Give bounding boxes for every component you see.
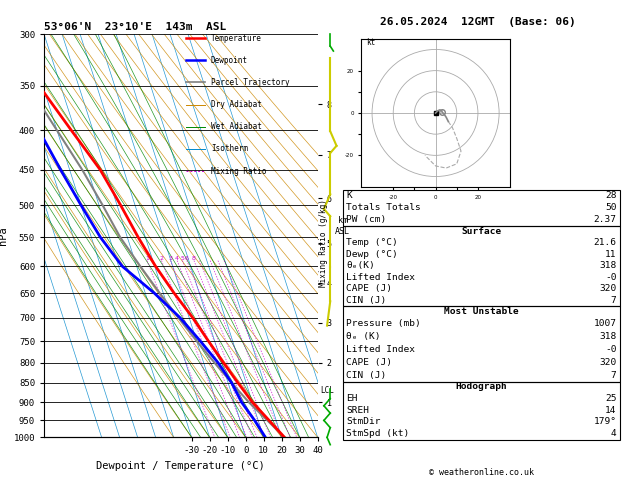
Text: 53°06'N  23°10'E  143m  ASL: 53°06'N 23°10'E 143m ASL (44, 22, 226, 32)
Text: θₑ(K): θₑ(K) (346, 261, 375, 270)
Text: Temperature: Temperature (211, 34, 262, 43)
Text: 1: 1 (145, 256, 149, 260)
Text: EH: EH (346, 394, 357, 403)
Text: K: K (346, 191, 352, 200)
Text: © weatheronline.co.uk: © weatheronline.co.uk (429, 468, 533, 477)
Text: 7: 7 (611, 370, 616, 380)
Text: Temp (°C): Temp (°C) (346, 238, 398, 247)
Text: 8: 8 (192, 256, 196, 260)
Text: Lifted Index: Lifted Index (346, 273, 415, 282)
Text: Isotherm: Isotherm (211, 144, 248, 154)
Text: 5: 5 (181, 256, 184, 260)
Text: -0: -0 (605, 345, 616, 354)
Text: 6: 6 (185, 256, 189, 260)
Text: 318: 318 (599, 332, 616, 341)
Text: 3: 3 (169, 256, 172, 260)
Text: CAPE (J): CAPE (J) (346, 358, 392, 366)
Text: CIN (J): CIN (J) (346, 296, 386, 305)
Text: 1007: 1007 (593, 319, 616, 328)
Text: Dewp (°C): Dewp (°C) (346, 249, 398, 259)
Y-axis label: hPa: hPa (0, 226, 8, 245)
Text: CAPE (J): CAPE (J) (346, 284, 392, 294)
Text: Totals Totals: Totals Totals (346, 203, 421, 212)
Text: Dry Adiabat: Dry Adiabat (211, 100, 262, 109)
Text: 50: 50 (605, 203, 616, 212)
X-axis label: Dewpoint / Temperature (°C): Dewpoint / Temperature (°C) (96, 461, 265, 471)
Y-axis label: km
ASL: km ASL (335, 216, 350, 236)
Text: Surface: Surface (461, 227, 501, 236)
Text: Most Unstable: Most Unstable (444, 307, 518, 316)
Text: -0: -0 (605, 273, 616, 282)
Text: θₑ (K): θₑ (K) (346, 332, 381, 341)
Text: 7: 7 (611, 296, 616, 305)
Text: Parcel Trajectory: Parcel Trajectory (211, 78, 289, 87)
Text: 320: 320 (599, 284, 616, 294)
Text: 21.6: 21.6 (593, 238, 616, 247)
Text: 2: 2 (160, 256, 164, 260)
Text: StmDir: StmDir (346, 417, 381, 427)
Text: 318: 318 (599, 261, 616, 270)
Text: 320: 320 (599, 358, 616, 366)
Text: 28: 28 (605, 191, 616, 200)
Text: Mixing Ratio: Mixing Ratio (211, 167, 267, 175)
Text: Wet Adiabat: Wet Adiabat (211, 122, 262, 131)
Text: SREH: SREH (346, 405, 369, 415)
Text: Lifted Index: Lifted Index (346, 345, 415, 354)
Text: 4: 4 (611, 429, 616, 438)
Text: 2.37: 2.37 (593, 215, 616, 225)
Text: 26.05.2024  12GMT  (Base: 06): 26.05.2024 12GMT (Base: 06) (380, 17, 576, 27)
Text: 25: 25 (605, 394, 616, 403)
Text: 179°: 179° (593, 417, 616, 427)
Text: PW (cm): PW (cm) (346, 215, 386, 225)
Text: CIN (J): CIN (J) (346, 370, 386, 380)
Text: StmSpd (kt): StmSpd (kt) (346, 429, 409, 438)
Text: 4: 4 (175, 256, 179, 260)
Text: 14: 14 (605, 405, 616, 415)
Text: Mixing Ratio (g/kg): Mixing Ratio (g/kg) (320, 199, 328, 287)
Text: Hodograph: Hodograph (455, 382, 507, 391)
Text: Pressure (mb): Pressure (mb) (346, 319, 421, 328)
Text: LCL: LCL (320, 386, 334, 395)
Text: kt: kt (365, 38, 375, 47)
Text: 11: 11 (605, 249, 616, 259)
Text: Dewpoint: Dewpoint (211, 56, 248, 65)
